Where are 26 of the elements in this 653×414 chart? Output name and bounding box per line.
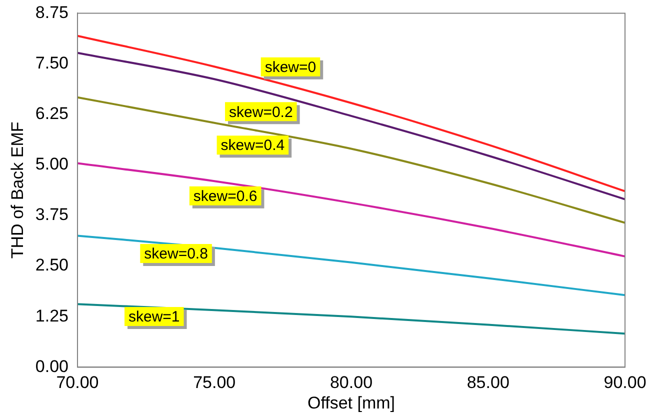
y-tick-label: 1.25	[35, 306, 68, 326]
series-label: skew=0.4	[220, 137, 285, 154]
line-series	[77, 303, 625, 335]
y-tick-label: 2.50	[35, 256, 68, 275]
y-axis-title: THD of Back EMF	[8, 122, 27, 259]
line-series	[77, 162, 625, 258]
series-label: skew=0.2	[229, 104, 293, 121]
x-tick-label: 90.00	[604, 373, 646, 392]
y-tick-label: 6.25	[35, 104, 68, 124]
y-tick-label: 5.00	[35, 154, 68, 174]
line-series	[77, 96, 625, 224]
series-label: skew=0.8	[144, 246, 208, 263]
series-label: skew=1	[128, 308, 180, 326]
series-label: skew=0	[264, 58, 316, 76]
y-tick-label: 3.75	[35, 205, 68, 224]
x-tick-label: 80.00	[330, 373, 373, 392]
line-series	[77, 234, 625, 296]
x-tick-label: 75.00	[193, 373, 236, 392]
x-axis-title: Offset [mm]	[307, 393, 396, 412]
x-tick-label: 70.00	[56, 373, 99, 392]
y-tick-label: 0.00	[35, 356, 68, 376]
x-tick-label: 85.00	[466, 373, 510, 392]
y-tick-label: 8.75	[35, 2, 68, 22]
line-series	[77, 52, 625, 200]
y-tick-label: 7.50	[35, 53, 68, 72]
series-label: skew=0.6	[193, 188, 258, 205]
